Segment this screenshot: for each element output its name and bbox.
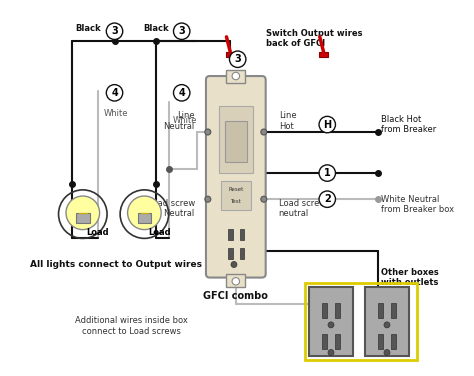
Text: Additional wires inside box
connect to Load screws: Additional wires inside box connect to L…	[75, 316, 188, 336]
Text: 4: 4	[178, 88, 185, 98]
Text: GFCI combo: GFCI combo	[203, 291, 268, 301]
Circle shape	[384, 350, 390, 355]
Circle shape	[328, 322, 334, 328]
Bar	[322, 303, 327, 318]
Circle shape	[384, 322, 390, 328]
Circle shape	[173, 23, 190, 39]
Bar	[226, 52, 235, 58]
Bar	[221, 180, 251, 211]
Bar	[137, 213, 151, 223]
Text: Test: Test	[230, 199, 241, 203]
Text: Black Hot
from Breaker: Black Hot from Breaker	[382, 115, 437, 134]
Circle shape	[205, 196, 211, 202]
Bar	[365, 287, 410, 356]
Circle shape	[106, 23, 123, 39]
Text: All lights connect to Output wires: All lights connect to Output wires	[30, 260, 202, 269]
Text: Load screw
Neutral: Load screw Neutral	[147, 199, 195, 218]
Text: White: White	[173, 116, 197, 125]
Circle shape	[232, 277, 239, 285]
Text: Line
Neutral: Line Neutral	[164, 111, 195, 130]
Text: Line
Hot: Line Hot	[279, 111, 296, 130]
Bar	[76, 213, 90, 223]
FancyBboxPatch shape	[206, 76, 265, 277]
Text: Black: Black	[143, 24, 168, 33]
Text: Switch Output wires
back of GFCI: Switch Output wires back of GFCI	[265, 29, 362, 49]
Bar	[227, 70, 245, 83]
Circle shape	[261, 129, 267, 135]
Circle shape	[229, 51, 246, 67]
Text: Reset: Reset	[228, 187, 244, 193]
Bar	[239, 248, 244, 259]
Circle shape	[232, 72, 239, 80]
Text: White: White	[103, 109, 128, 118]
Bar	[391, 334, 396, 349]
Circle shape	[261, 196, 267, 202]
Bar	[228, 248, 233, 259]
Text: Black: Black	[75, 24, 101, 33]
Text: H: H	[323, 120, 331, 130]
Bar	[309, 287, 354, 356]
Bar	[227, 274, 245, 287]
Bar	[378, 303, 383, 318]
Text: White Neutral
from Breaker box: White Neutral from Breaker box	[382, 195, 455, 214]
Bar	[319, 52, 328, 58]
Text: Load: Load	[87, 228, 109, 237]
Bar	[335, 334, 340, 349]
Text: 2: 2	[324, 194, 331, 204]
Text: 1: 1	[324, 168, 331, 178]
Circle shape	[106, 85, 123, 101]
Bar	[239, 229, 244, 240]
Circle shape	[128, 196, 161, 230]
Text: Load: Load	[148, 228, 171, 237]
Bar	[225, 121, 247, 162]
Circle shape	[319, 191, 336, 208]
Bar	[335, 303, 340, 318]
Bar	[391, 303, 396, 318]
Bar	[378, 334, 383, 349]
Text: Other boxes
with outlets: Other boxes with outlets	[382, 268, 439, 287]
Text: 4: 4	[111, 88, 118, 98]
Bar	[219, 106, 253, 173]
Text: 3: 3	[178, 26, 185, 36]
Bar	[305, 283, 417, 360]
Text: Load screw
neutral: Load screw neutral	[279, 199, 326, 218]
Circle shape	[328, 350, 334, 355]
Text: 3: 3	[111, 26, 118, 36]
Circle shape	[319, 116, 336, 133]
Circle shape	[173, 85, 190, 101]
Circle shape	[319, 165, 336, 181]
Circle shape	[205, 129, 211, 135]
Bar	[322, 334, 327, 349]
Text: 3: 3	[234, 54, 241, 64]
Bar	[228, 229, 233, 240]
Circle shape	[66, 196, 100, 230]
Circle shape	[231, 262, 237, 267]
